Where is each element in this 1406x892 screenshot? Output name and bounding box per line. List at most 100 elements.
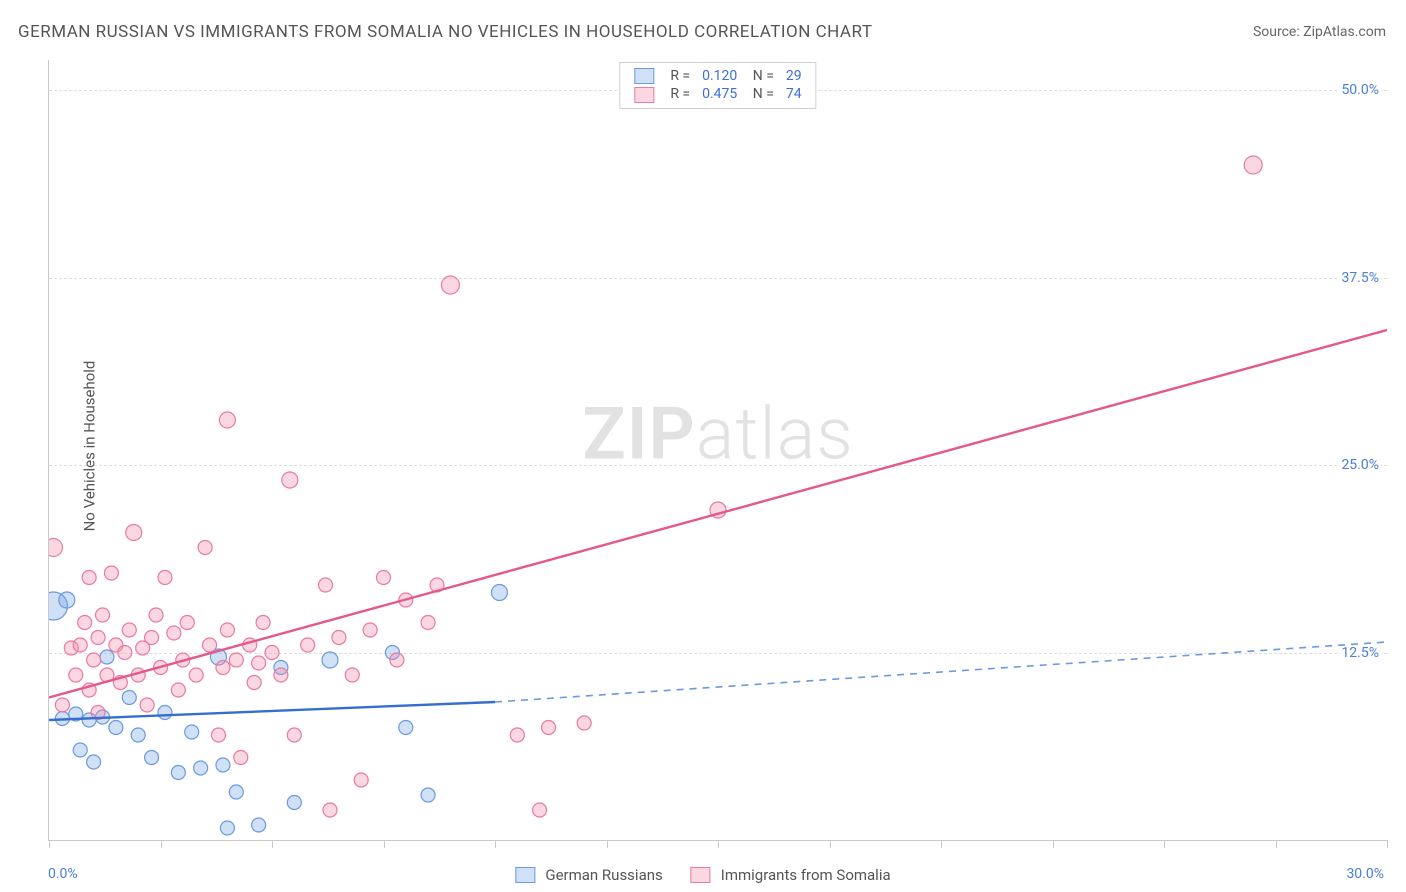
trend-line-blue: [49, 702, 495, 720]
data-point: [219, 412, 235, 428]
legend-label: German Russians: [545, 866, 662, 884]
data-point: [100, 650, 114, 664]
stats-legend: R =0.120 N =29 R =0.475 N =74: [619, 62, 816, 109]
data-point: [1244, 156, 1262, 174]
legend-R-value: 0.120: [696, 67, 743, 85]
data-point: [377, 571, 391, 585]
data-point: [91, 631, 105, 645]
legend-N-label: N =: [743, 67, 780, 85]
data-point: [577, 716, 591, 730]
data-point: [252, 818, 266, 832]
data-point: [149, 608, 163, 622]
data-point: [82, 571, 96, 585]
data-point: [189, 668, 203, 682]
legend-swatch: [515, 867, 535, 883]
data-point: [78, 616, 92, 630]
data-point: [216, 758, 230, 772]
data-point: [421, 788, 435, 802]
data-point: [55, 698, 69, 712]
data-point: [282, 472, 298, 488]
data-point: [491, 585, 507, 601]
data-point: [171, 683, 185, 697]
legend-swatch: [634, 68, 654, 84]
data-point: [69, 668, 83, 682]
x-axis-max-label: 30.0%: [1346, 866, 1384, 882]
data-point: [354, 773, 368, 787]
data-point: [126, 525, 142, 541]
data-point: [118, 646, 132, 660]
data-point: [220, 623, 234, 637]
data-point: [131, 728, 145, 742]
data-point: [122, 623, 136, 637]
data-point: [194, 761, 208, 775]
data-point: [198, 541, 212, 555]
legend-item: German Russians: [515, 866, 662, 884]
data-point: [87, 755, 101, 769]
x-axis-min-label: 0.0%: [48, 866, 78, 882]
data-point: [421, 616, 435, 630]
data-point: [229, 785, 243, 799]
legend-swatch: [634, 87, 654, 103]
legend-label: Immigrants from Somalia: [721, 866, 891, 884]
data-point: [104, 566, 118, 580]
data-point: [109, 721, 123, 735]
legend-item: Immigrants from Somalia: [691, 866, 891, 884]
data-point: [203, 638, 217, 652]
data-point: [247, 676, 261, 690]
data-point: [323, 803, 337, 817]
legend-R-label: R =: [664, 67, 696, 85]
data-point: [122, 691, 136, 705]
data-point: [171, 766, 185, 780]
data-point: [234, 751, 248, 765]
trend-line-blue-dashed: [495, 642, 1387, 702]
data-point: [180, 616, 194, 630]
data-point: [363, 623, 377, 637]
legend-swatch: [691, 867, 711, 883]
data-point: [229, 653, 243, 667]
data-point: [185, 725, 199, 739]
trend-line-pink: [49, 330, 1387, 698]
data-point: [265, 646, 279, 660]
data-point: [252, 656, 266, 670]
data-point: [158, 571, 172, 585]
data-point: [211, 728, 225, 742]
source-label: Source: ZipAtlas.com: [1253, 24, 1386, 40]
data-point: [287, 796, 301, 810]
data-point: [441, 276, 459, 294]
data-point: [390, 653, 404, 667]
plot-svg: [49, 60, 1387, 840]
data-point: [256, 616, 270, 630]
data-point: [158, 706, 172, 720]
legend-R-value: 0.475: [696, 85, 743, 103]
data-point: [49, 539, 62, 557]
data-point: [167, 626, 181, 640]
data-point: [216, 661, 230, 675]
data-point: [319, 578, 333, 592]
data-point: [87, 653, 101, 667]
data-point: [287, 728, 301, 742]
plot-area: R =0.120 N =29R =0.475 N =74 ZIPatlas 12…: [48, 60, 1387, 841]
data-point: [274, 668, 288, 682]
data-point: [145, 631, 159, 645]
legend-N-value: 29: [780, 67, 808, 85]
data-point: [332, 631, 346, 645]
data-point: [301, 638, 315, 652]
data-point: [399, 721, 413, 735]
legend-R-label: R =: [664, 85, 696, 103]
legend-N-label: N =: [743, 85, 780, 103]
data-point: [145, 751, 159, 765]
data-point: [140, 698, 154, 712]
data-point: [345, 668, 359, 682]
data-point: [510, 728, 524, 742]
data-point: [220, 821, 234, 835]
series-legend: German Russians Immigrants from Somalia: [515, 866, 890, 884]
data-point: [73, 743, 87, 757]
data-point: [533, 803, 547, 817]
data-point: [59, 592, 75, 608]
data-point: [322, 652, 338, 668]
data-point: [96, 608, 110, 622]
data-point: [73, 638, 87, 652]
data-point: [542, 721, 556, 735]
legend-N-value: 74: [780, 85, 808, 103]
chart-title: GERMAN RUSSIAN VS IMMIGRANTS FROM SOMALI…: [18, 22, 872, 42]
